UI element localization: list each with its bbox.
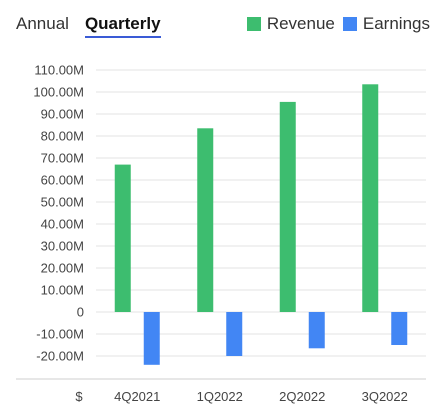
earnings-swatch	[342, 17, 357, 31]
tab-quarterly[interactable]: Quarterly	[84, 14, 161, 38]
y-tick-label: 30.00M	[41, 239, 84, 254]
bar-revenue-1q2022	[197, 128, 214, 312]
y-tick-label: 80.00M	[41, 129, 84, 144]
y-unit-label: $	[75, 389, 83, 404]
revenue-swatch	[246, 17, 261, 31]
y-tick-label: -20.00M	[36, 349, 84, 364]
bar-earnings-4q2021	[143, 312, 160, 365]
bar-earnings-3q2022	[391, 312, 408, 345]
y-tick-label: 0	[77, 305, 84, 320]
y-tick-label: 10.00M	[41, 283, 84, 298]
bar-earnings-2q2022	[308, 312, 325, 349]
bar-revenue-3q2022	[362, 84, 379, 312]
period-tabs: Annual Quarterly	[16, 14, 177, 40]
y-tick-label: 100.00M	[33, 85, 84, 100]
x-tick-label: 3Q2022	[362, 389, 408, 404]
legend-label-earnings: Earnings	[362, 14, 430, 33]
y-tick-label: 110.00M	[34, 63, 84, 78]
legend-item-revenue[interactable]: Revenue	[246, 14, 335, 34]
y-tick-label: 50.00M	[41, 195, 84, 210]
legend-label-revenue: Revenue	[266, 14, 335, 33]
bar-revenue-2q2022	[279, 101, 296, 313]
y-tick-label: -10.00M	[36, 327, 84, 342]
chart-legend: Revenue Earnings	[239, 14, 430, 34]
tab-annual[interactable]: Annual	[16, 14, 69, 33]
y-tick-label: 60.00M	[41, 173, 84, 188]
y-tick-label: 40.00M	[41, 217, 84, 232]
bar-revenue-4q2021	[114, 164, 131, 312]
y-tick-label: 90.00M	[41, 107, 84, 122]
x-tick-label: 4Q2021	[114, 389, 160, 404]
x-tick-label: 2Q2022	[279, 389, 325, 404]
x-tick-label: 1Q2022	[197, 389, 243, 404]
legend-item-earnings[interactable]: Earnings	[342, 14, 430, 34]
y-tick-label: 70.00M	[41, 151, 84, 166]
y-tick-label: 20.00M	[41, 261, 84, 276]
bar-earnings-1q2022	[226, 312, 243, 356]
